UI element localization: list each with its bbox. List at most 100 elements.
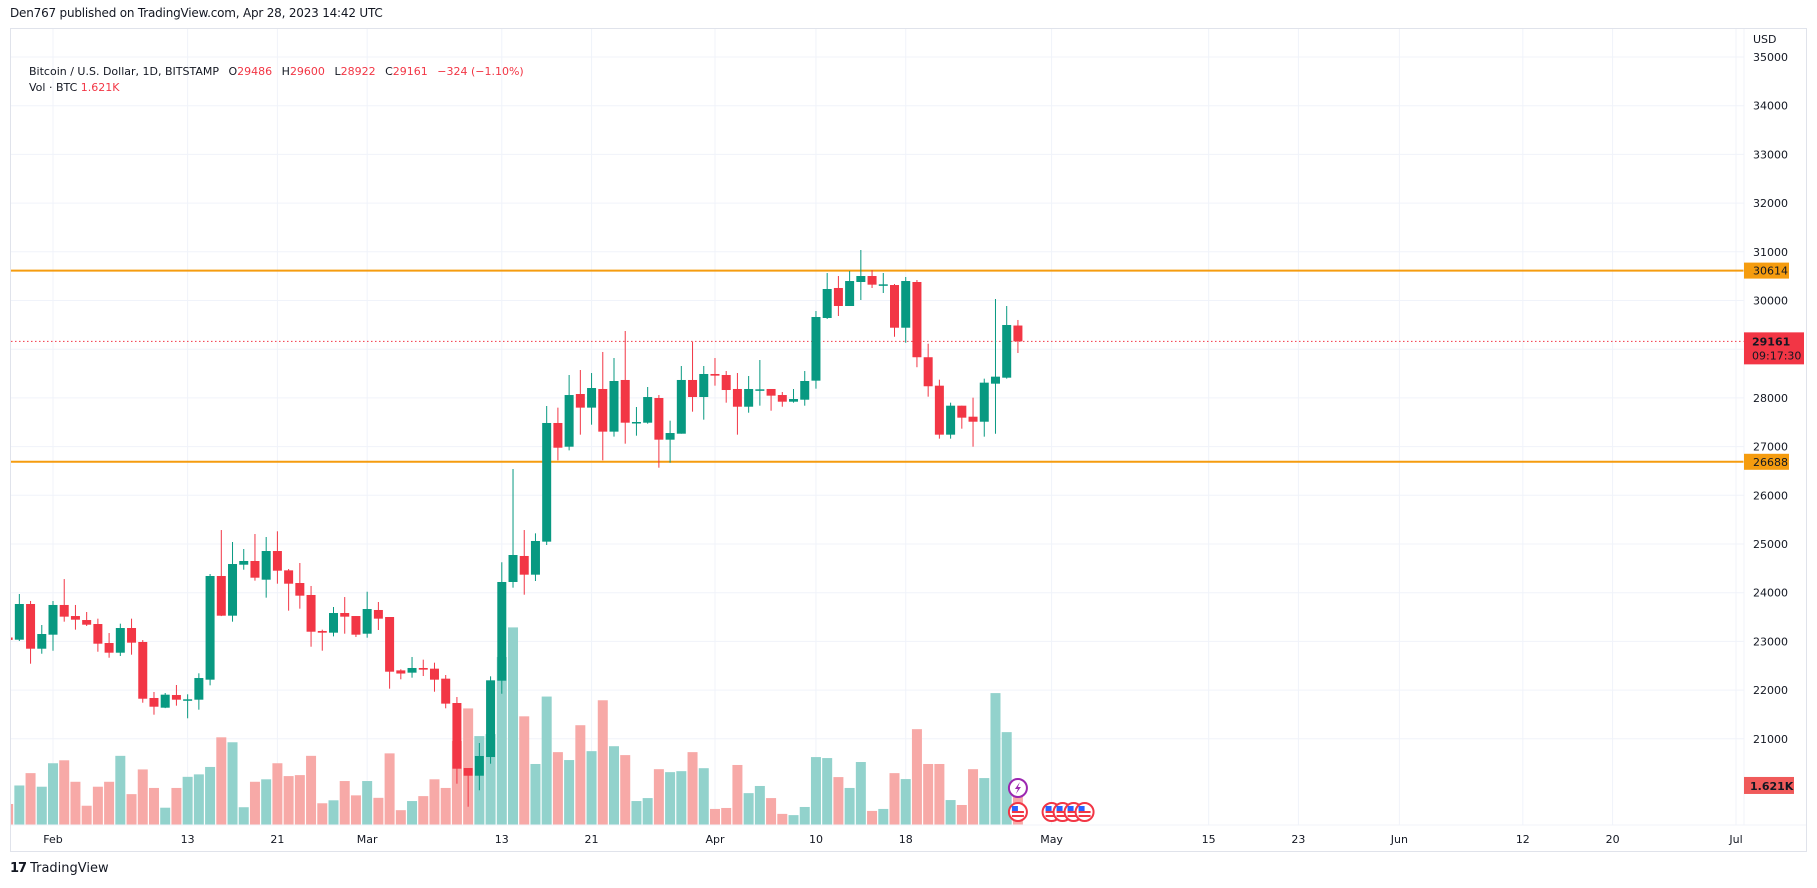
candle-body[interactable] <box>115 628 125 653</box>
candle-body[interactable] <box>1002 324 1012 378</box>
candle-body[interactable] <box>26 603 36 649</box>
candle-body[interactable] <box>183 699 193 701</box>
candle-body[interactable] <box>587 388 597 408</box>
candle-body[interactable] <box>777 395 787 402</box>
candle-body[interactable] <box>934 385 944 435</box>
candle-body[interactable] <box>396 670 406 674</box>
candle-body[interactable] <box>912 281 922 358</box>
candle-body[interactable] <box>82 620 92 625</box>
candle-body[interactable] <box>766 388 776 396</box>
volume-label[interactable]: Vol · BTC <box>29 81 78 94</box>
candle-body[interactable] <box>654 397 664 440</box>
candle-body[interactable] <box>620 379 630 423</box>
candle-body[interactable] <box>822 289 832 318</box>
candle-body[interactable] <box>14 603 24 640</box>
candle-body[interactable] <box>519 555 529 575</box>
candle-body[interactable] <box>70 616 80 620</box>
lightning-event-icon[interactable] <box>1007 778 1028 798</box>
candle-body[interactable] <box>418 667 428 670</box>
candle-body[interactable] <box>968 416 978 422</box>
candle-body[interactable] <box>452 703 462 769</box>
candle-body[interactable] <box>351 616 361 635</box>
candle-body[interactable] <box>990 376 1000 384</box>
candle-body[interactable] <box>542 422 552 542</box>
candle-body[interactable] <box>575 394 585 408</box>
candle-body[interactable] <box>845 281 855 307</box>
candle-body[interactable] <box>228 564 238 616</box>
candle-body[interactable] <box>688 379 698 398</box>
candle-body[interactable] <box>946 405 956 435</box>
candle-body[interactable] <box>979 382 989 422</box>
candle-body[interactable] <box>486 680 496 758</box>
candle-body[interactable] <box>833 287 843 307</box>
candle-body[interactable] <box>11 637 13 640</box>
candle-body[interactable] <box>194 678 204 700</box>
candle-body[interactable] <box>104 643 114 653</box>
us-flag-event-icon[interactable] <box>1074 802 1095 822</box>
price-axis[interactable]: USD3500034000330003200031000300002900028… <box>1743 29 1806 825</box>
candle-body[interactable] <box>497 581 507 681</box>
candle-body[interactable] <box>598 388 608 432</box>
candle-body[interactable] <box>867 276 877 285</box>
candle-body[interactable] <box>59 604 69 617</box>
candle-body[interactable] <box>407 667 417 673</box>
candle-body[interactable] <box>340 613 350 617</box>
candle-body[interactable] <box>530 540 540 575</box>
chart-canvas[interactable]: USD3500034000330003200031000300002900028… <box>11 29 1806 851</box>
candle-body[interactable] <box>171 695 181 700</box>
candle-body[interactable] <box>37 633 47 649</box>
candle-body[interactable] <box>149 697 159 707</box>
candle-body[interactable] <box>463 768 473 776</box>
candle-body[interactable] <box>643 397 653 423</box>
chart-frame[interactable]: USD3500034000330003200031000300002900028… <box>10 28 1807 852</box>
symbol-title[interactable]: Bitcoin / U.S. Dollar, 1D, BITSTAMP <box>29 65 219 78</box>
candle-body[interactable] <box>284 570 294 584</box>
candle-body[interactable] <box>329 613 338 633</box>
candle-body[interactable] <box>699 373 709 398</box>
candle-body[interactable] <box>127 628 137 643</box>
candle-body[interactable] <box>385 617 395 672</box>
candle-body[interactable] <box>508 555 518 582</box>
candle-body[interactable] <box>317 630 327 633</box>
candle-body[interactable] <box>239 560 249 565</box>
candle-body[interactable] <box>755 389 765 391</box>
candle-body[interactable] <box>474 755 484 776</box>
candle-body[interactable] <box>1013 325 1023 342</box>
candle-body[interactable] <box>878 284 888 286</box>
us-flag-event-icon[interactable] <box>1007 802 1028 822</box>
candle-body[interactable] <box>665 433 675 440</box>
candle-body[interactable] <box>564 395 574 447</box>
candle-body[interactable] <box>553 422 563 448</box>
candle-body[interactable] <box>901 281 911 328</box>
candle-body[interactable] <box>789 399 799 402</box>
candle-body[interactable] <box>306 594 316 632</box>
time-axis[interactable]: Feb 13 21 Mar 13 21 Apr 10 18 May 15 23 Jun 12 20 Jul <box>11 824 1806 846</box>
candle-body[interactable] <box>295 583 305 596</box>
candle-body[interactable] <box>856 276 866 282</box>
candle-body[interactable] <box>811 317 821 381</box>
candle-body[interactable] <box>250 560 260 578</box>
candle-body[interactable] <box>48 604 58 635</box>
candle-body[interactable] <box>373 609 383 619</box>
candle-body[interactable] <box>800 381 810 400</box>
candle-body[interactable] <box>676 379 686 434</box>
candle-body[interactable] <box>631 422 641 424</box>
candle-body[interactable] <box>744 388 754 407</box>
candle-body[interactable] <box>721 375 731 391</box>
candle-body[interactable] <box>957 405 967 418</box>
candle-body[interactable] <box>93 624 103 644</box>
candle-body[interactable] <box>205 575 215 680</box>
candle-body[interactable] <box>732 388 742 407</box>
candle-body[interactable] <box>609 381 619 432</box>
candle-body[interactable] <box>160 694 170 708</box>
candle-body[interactable] <box>710 373 720 376</box>
candle-body[interactable] <box>441 678 451 704</box>
candle-body[interactable] <box>272 551 282 571</box>
candle-body[interactable] <box>362 609 372 634</box>
candle-body[interactable] <box>261 551 271 580</box>
candle-body[interactable] <box>923 357 933 387</box>
candle-body[interactable] <box>429 668 439 680</box>
candle-body[interactable] <box>890 285 899 328</box>
candle-body[interactable] <box>216 575 226 616</box>
candle-body[interactable] <box>138 641 148 699</box>
